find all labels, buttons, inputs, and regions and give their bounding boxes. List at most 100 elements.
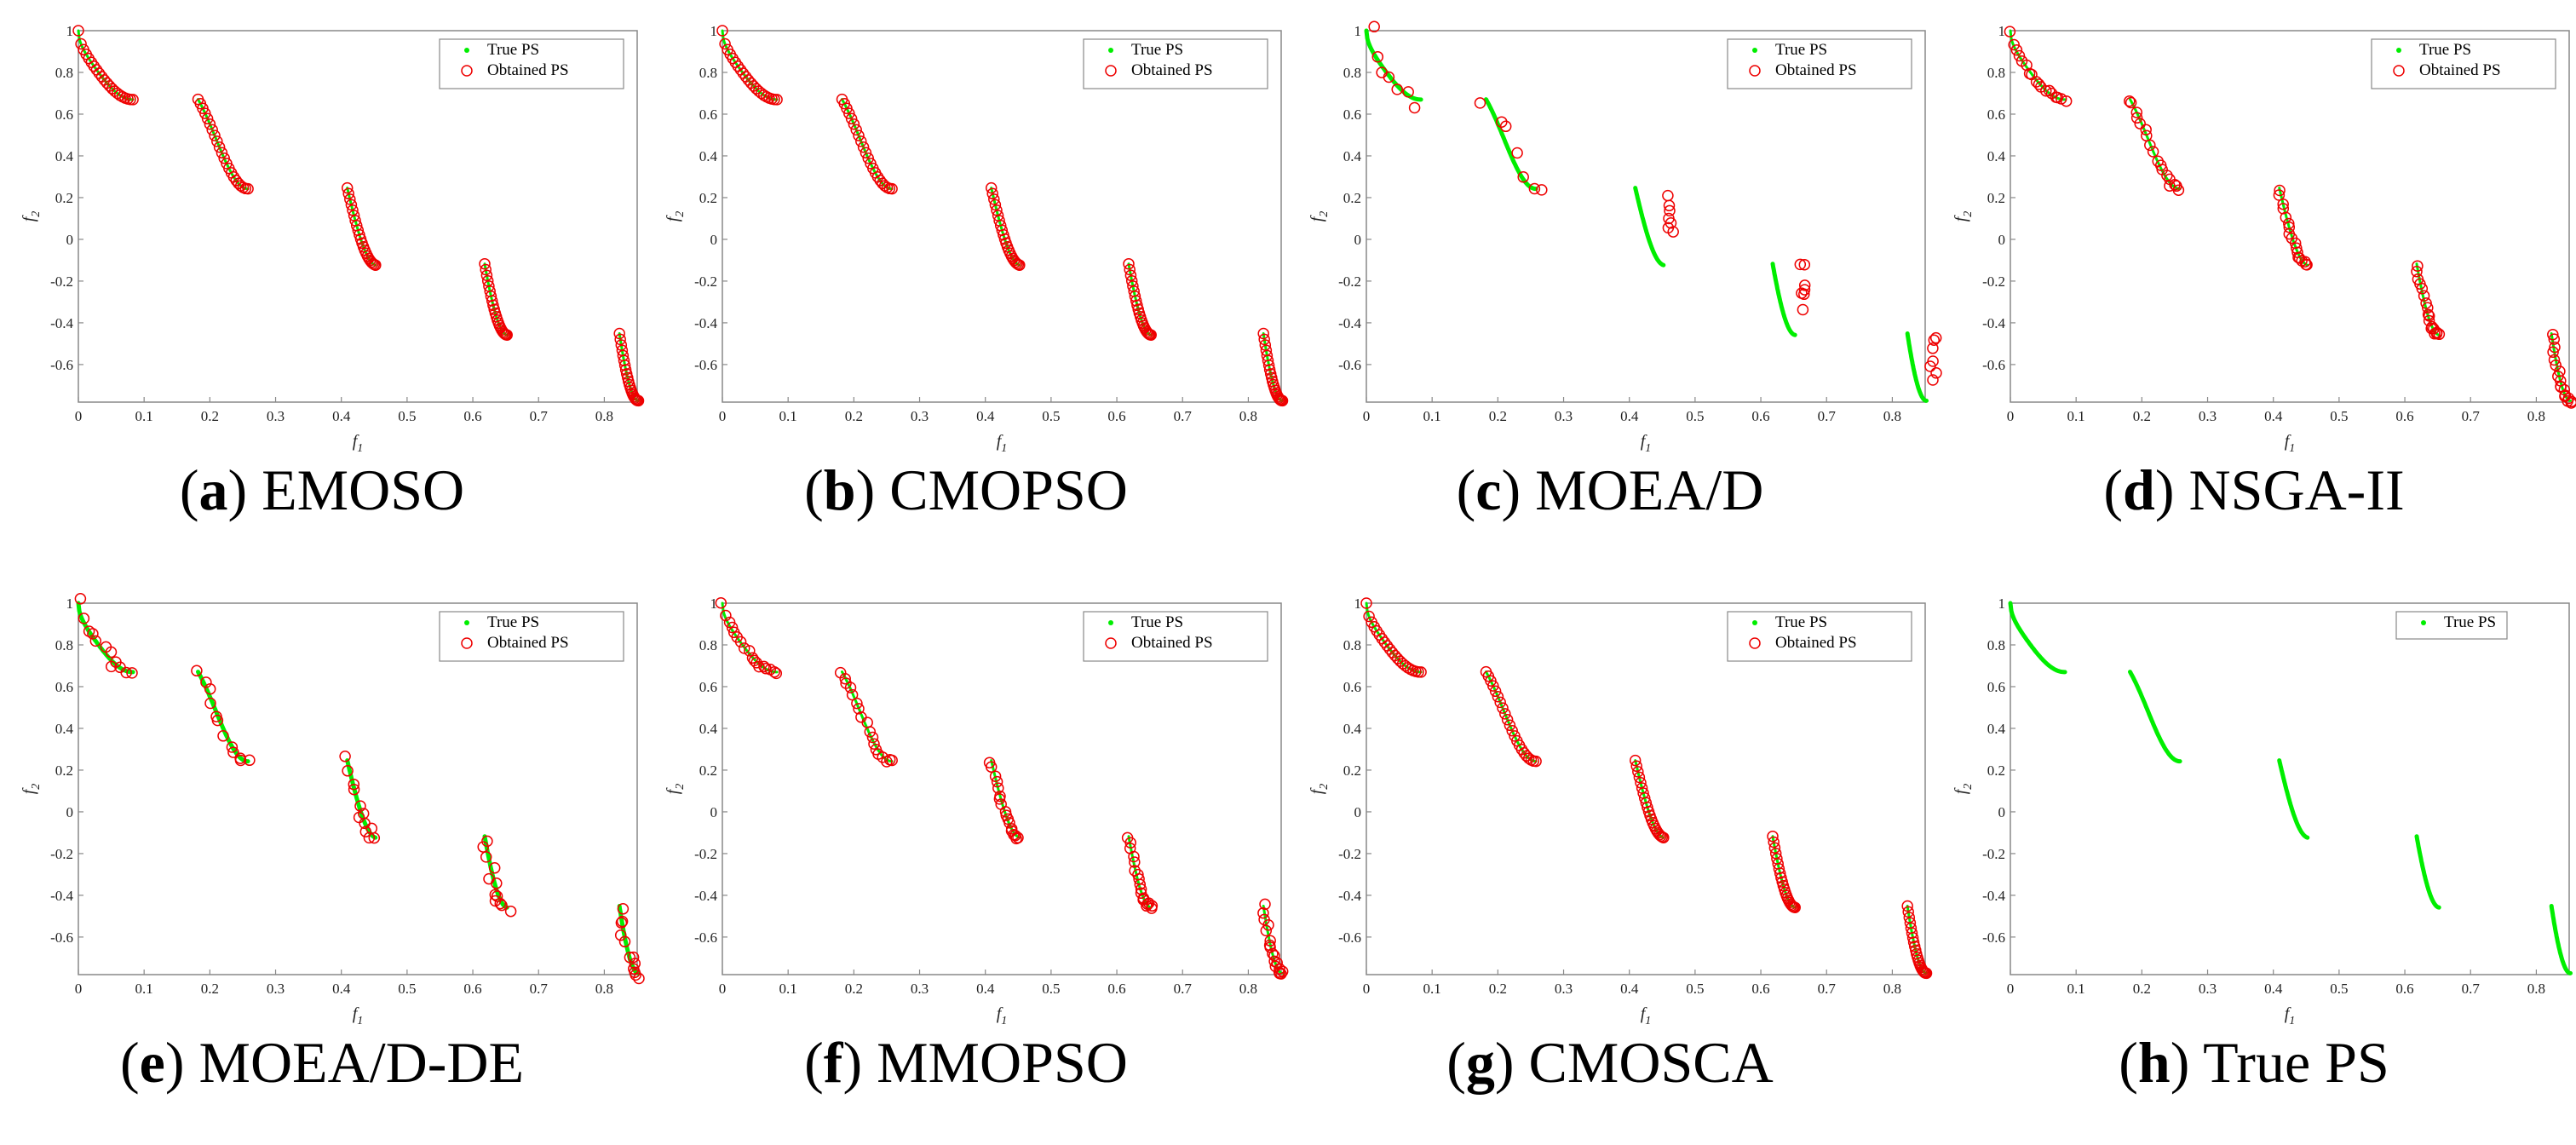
y-tick-label: 0.2 [1343,190,1361,206]
x-tick-label: 0.4 [976,408,995,424]
y-tick-label: 1 [1354,23,1362,39]
obtained-ps-point [716,25,728,37]
y-tick-label: 0.4 [699,148,718,164]
x-tick-label: 0.8 [2527,408,2545,424]
obtained-ps-point [211,135,223,147]
obtained-ps-point [1141,900,1153,912]
obtained-ps-point [2430,326,2443,338]
obtained-ps-point [1768,836,1780,849]
x-tick-label: 0.7 [530,408,549,424]
x-tick-label: 0.6 [463,981,481,997]
obtained-ps-points [74,593,645,985]
obtained-ps-point [1499,120,1512,133]
obtained-ps-point [486,295,498,307]
x-tick-label: 0.2 [201,408,219,424]
x-tick-label: 0.3 [911,981,929,997]
obtained-ps-point [864,726,877,738]
y-tick-label: 0.6 [55,106,73,123]
obtained-ps-point [242,182,254,195]
obtained-ps-point [1789,901,1801,913]
x-tick-label: 0.3 [1555,408,1573,424]
x-axis-label: f1 [2285,432,2296,455]
y-tick-label: 0 [66,232,74,248]
legend-box [1083,38,1268,89]
true-ps-segment-5 [2549,904,2573,975]
plot-area [78,30,638,403]
obtained-ps-point [1492,690,1504,703]
obtained-ps-point [1258,333,1270,346]
obtained-ps-point [1902,906,1914,918]
obtained-ps-point [2559,389,2572,401]
obtained-ps-point [758,660,770,673]
obtained-ps-point [2293,252,2306,264]
x-tick-label: 0.3 [2199,981,2217,997]
obtained-ps-point [1517,171,1529,183]
y-tick-label: 0.6 [1987,106,2005,123]
obtained-ps-point [1012,831,1024,844]
legend-box [1083,611,1268,662]
x-tick-label: 0.6 [1751,981,1769,997]
legend-true-ps-marker [464,620,469,625]
obtained-ps-point [206,124,218,136]
x-tick-label: 0 [719,981,727,997]
obtained-ps-point [105,646,118,659]
obtained-ps-point [348,783,360,796]
y-tick-label: 0.2 [699,762,717,779]
x-axis-label: f1 [353,432,364,455]
x-tick-label: 0.4 [2264,981,2283,997]
obtained-ps-point [614,333,626,346]
obtained-ps-point [1906,932,1919,944]
x-axis-label: f1 [2285,1004,2296,1027]
y-tick-label: 0.8 [55,65,73,81]
obtained-ps-point [2130,106,2143,118]
legend-box [1727,611,1912,662]
x-tick-label: 0.4 [1620,408,1639,424]
obtained-ps-point [868,738,880,750]
y-tick-label: -0.2 [50,273,73,290]
y-axis-label: f2 [664,784,687,795]
plot-area [1366,30,1926,403]
obtained-ps-point [2008,38,2020,51]
obtained-ps-point [848,118,860,130]
obtained-ps-point [491,877,503,889]
obtained-ps-point [2274,184,2286,197]
y-tick-label: -0.2 [1982,846,2005,862]
x-tick-label: 0.7 [1818,981,1837,997]
scatter-plot-b: 0 0.1 0.2 0.3 0.4 0.5 0.6 0.7 0.8 -0.6 -0.4 -0.2 0 0.… [664,23,1289,455]
obtained-ps-point [618,360,631,371]
obtained-ps-point [370,259,382,271]
obtained-ps-point [1774,867,1786,879]
true-ps-segment-2 [1484,97,1538,192]
x-tick-label: 0.1 [1423,981,1441,997]
x-tick-label: 0.2 [2133,408,2151,424]
obtained-ps-point [347,204,359,216]
obtained-ps-point [2412,260,2424,272]
plot-area [2010,30,2570,403]
obtained-ps-point [211,714,224,727]
scatter-plot-f: 0 0.1 0.2 0.3 0.4 0.5 0.6 0.7 0.8 -0.6 -0.4 -0.2 0 0.… [664,596,1289,1027]
obtained-ps-point [339,751,351,762]
obtained-ps-point [244,754,256,767]
y-tick-label: 0 [1354,804,1362,820]
obtained-ps-point [1010,257,1023,270]
y-tick-label: 1 [710,23,718,39]
plot-area [2010,602,2570,975]
x-tick-label: 0.6 [1751,408,1769,424]
obtained-ps-point [1262,360,1275,371]
plot-area [78,602,638,975]
true-ps-segment-2 [841,670,894,763]
obtained-ps-point [2411,265,2423,278]
obtained-ps-point [2144,139,2156,152]
obtained-ps-point [218,152,230,164]
obtained-ps-point [1497,702,1509,714]
y-tick-label: 1 [1998,596,2006,612]
obtained-ps-point [1487,680,1499,692]
y-tick-label: -0.6 [1982,929,2005,946]
true-ps-segment-5 [1905,331,1929,403]
obtained-ps-point [619,364,632,376]
x-tick-label: 0.4 [976,981,995,997]
y-tick-label: -0.2 [1338,846,1361,862]
legend-true-ps-marker [1108,620,1113,625]
obtained-ps-point [2547,328,2559,341]
y-tick-label: 0.6 [1343,679,1361,695]
